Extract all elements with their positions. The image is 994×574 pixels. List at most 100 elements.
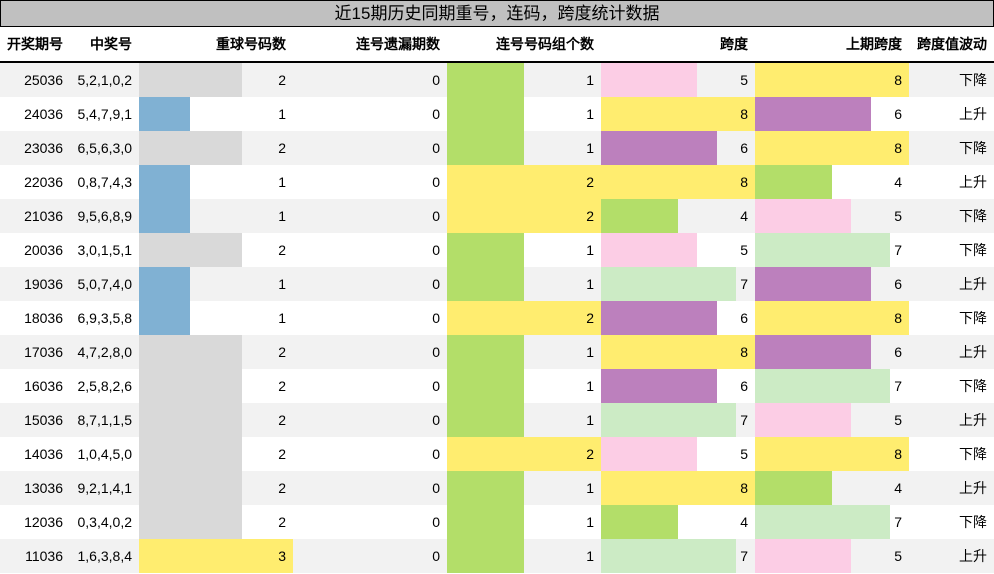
- cell-numbers: 3,0,1,5,1: [77, 242, 133, 258]
- repeat-bar: [139, 97, 190, 131]
- table-row: 11036 1,6,3,8,4 3 0 1 7 5 上升: [0, 539, 994, 573]
- cell-prev-span: 8: [894, 446, 902, 462]
- repeat-bar: [139, 233, 242, 267]
- table-row: 12036 0,3,4,0,2 2 0 1 4 7 下降: [0, 505, 994, 539]
- cell-issue: 22036: [24, 174, 63, 190]
- table-row: 24036 5,4,7,9,1 1 0 1 8 6 上升: [0, 97, 994, 131]
- cell-repeat: 2: [278, 480, 286, 496]
- prev-span-bar: [755, 199, 851, 233]
- cell-repeat: 2: [278, 242, 286, 258]
- cell-repeat: 3: [278, 548, 286, 564]
- cell-issue: 11036: [25, 548, 63, 564]
- cell-issue: 14036: [24, 446, 63, 462]
- cell-numbers: 5,0,7,4,0: [77, 276, 133, 292]
- span-bar: [601, 97, 755, 131]
- cell-groups: 2: [586, 310, 594, 326]
- span-bar: [601, 369, 717, 403]
- cell-gap: 0: [432, 344, 440, 360]
- repeat-bar: [139, 63, 242, 97]
- cell-numbers: 5,2,1,0,2: [77, 72, 133, 88]
- cell-issue: 25036: [24, 72, 63, 88]
- header-trend: 跨度值波动: [917, 36, 987, 52]
- cell-span: 5: [740, 72, 748, 88]
- table-row: 25036 5,2,1,0,2 2 0 1 5 8 下降: [0, 63, 994, 97]
- cell-groups: 1: [586, 514, 594, 530]
- cell-repeat: 1: [278, 310, 286, 326]
- repeat-bar: [139, 403, 242, 437]
- cell-span: 8: [740, 174, 748, 190]
- cell-repeat: 2: [278, 72, 286, 88]
- cell-span: 7: [740, 276, 748, 292]
- cell-issue: 12036: [24, 514, 63, 530]
- repeat-bar: [139, 267, 190, 301]
- cell-gap: 0: [432, 412, 440, 428]
- repeat-bar: [139, 165, 190, 199]
- cell-repeat: 2: [278, 344, 286, 360]
- groups-bar: [447, 233, 524, 267]
- header-prev-span: 上期跨度: [846, 36, 902, 52]
- table-row: 19036 5,0,7,4,0 1 0 1 7 6 上升: [0, 267, 994, 301]
- cell-prev-span: 6: [894, 344, 902, 360]
- table-row: 20036 3,0,1,5,1 2 0 1 5 7 下降: [0, 233, 994, 267]
- cell-trend: 上升: [959, 106, 987, 122]
- cell-prev-span: 8: [894, 310, 902, 326]
- cell-trend: 下降: [959, 208, 987, 224]
- cell-gap: 0: [432, 276, 440, 292]
- cell-trend: 下降: [959, 310, 987, 326]
- cell-gap: 0: [432, 548, 440, 564]
- groups-bar: [447, 505, 524, 539]
- cell-issue: 15036: [24, 412, 63, 428]
- repeat-bar: [139, 335, 242, 369]
- cell-groups: 1: [586, 548, 594, 564]
- groups-bar: [447, 403, 524, 437]
- cell-trend: 上升: [959, 174, 987, 190]
- table-row: 18036 6,9,3,5,8 1 0 2 6 8 下降: [0, 301, 994, 335]
- cell-gap: 0: [432, 480, 440, 496]
- cell-prev-span: 5: [894, 548, 902, 564]
- cell-trend: 下降: [959, 446, 987, 462]
- cell-span: 7: [740, 412, 748, 428]
- groups-bar: [447, 63, 524, 97]
- cell-groups: 2: [586, 174, 594, 190]
- span-bar: [601, 63, 697, 97]
- groups-bar: [447, 335, 524, 369]
- span-bar: [601, 199, 678, 233]
- cell-prev-span: 7: [894, 378, 902, 394]
- cell-trend: 上升: [959, 412, 987, 428]
- prev-span-bar: [755, 437, 909, 471]
- cell-trend: 下降: [959, 140, 987, 156]
- cell-gap: 0: [432, 106, 440, 122]
- header-gap: 连号遗漏期数: [356, 36, 440, 52]
- cell-trend: 下降: [959, 242, 987, 258]
- prev-span-bar: [755, 301, 909, 335]
- table-row: 15036 8,7,1,1,5 2 0 1 7 5 上升: [0, 403, 994, 437]
- header-span: 跨度: [720, 36, 748, 52]
- table-row: 14036 1,0,4,5,0 2 0 2 5 8 下降: [0, 437, 994, 471]
- cell-issue: 24036: [24, 106, 63, 122]
- cell-span: 8: [740, 344, 748, 360]
- cell-trend: 下降: [959, 72, 987, 88]
- cell-issue: 19036: [24, 276, 63, 292]
- cell-repeat: 2: [278, 514, 286, 530]
- cell-trend: 上升: [959, 344, 987, 360]
- cell-prev-span: 5: [894, 208, 902, 224]
- repeat-bar: [139, 471, 242, 505]
- span-bar: [601, 437, 697, 471]
- cell-repeat: 2: [278, 446, 286, 462]
- cell-numbers: 9,2,1,4,1: [77, 480, 133, 496]
- cell-trend: 上升: [959, 276, 987, 292]
- cell-numbers: 8,7,1,1,5: [77, 412, 133, 428]
- cell-issue: 13036: [24, 480, 63, 496]
- cell-numbers: 2,5,8,2,6: [77, 378, 133, 394]
- cell-repeat: 1: [278, 174, 286, 190]
- repeat-bar: [139, 505, 242, 539]
- cell-groups: 1: [586, 480, 594, 496]
- cell-issue: 16036: [24, 378, 63, 394]
- span-bar: [601, 539, 736, 573]
- repeat-bar: [139, 369, 242, 403]
- cell-trend: 上升: [959, 480, 987, 496]
- cell-numbers: 1,0,4,5,0: [77, 446, 133, 462]
- span-bar: [601, 267, 736, 301]
- span-bar: [601, 165, 755, 199]
- repeat-bar: [139, 131, 242, 165]
